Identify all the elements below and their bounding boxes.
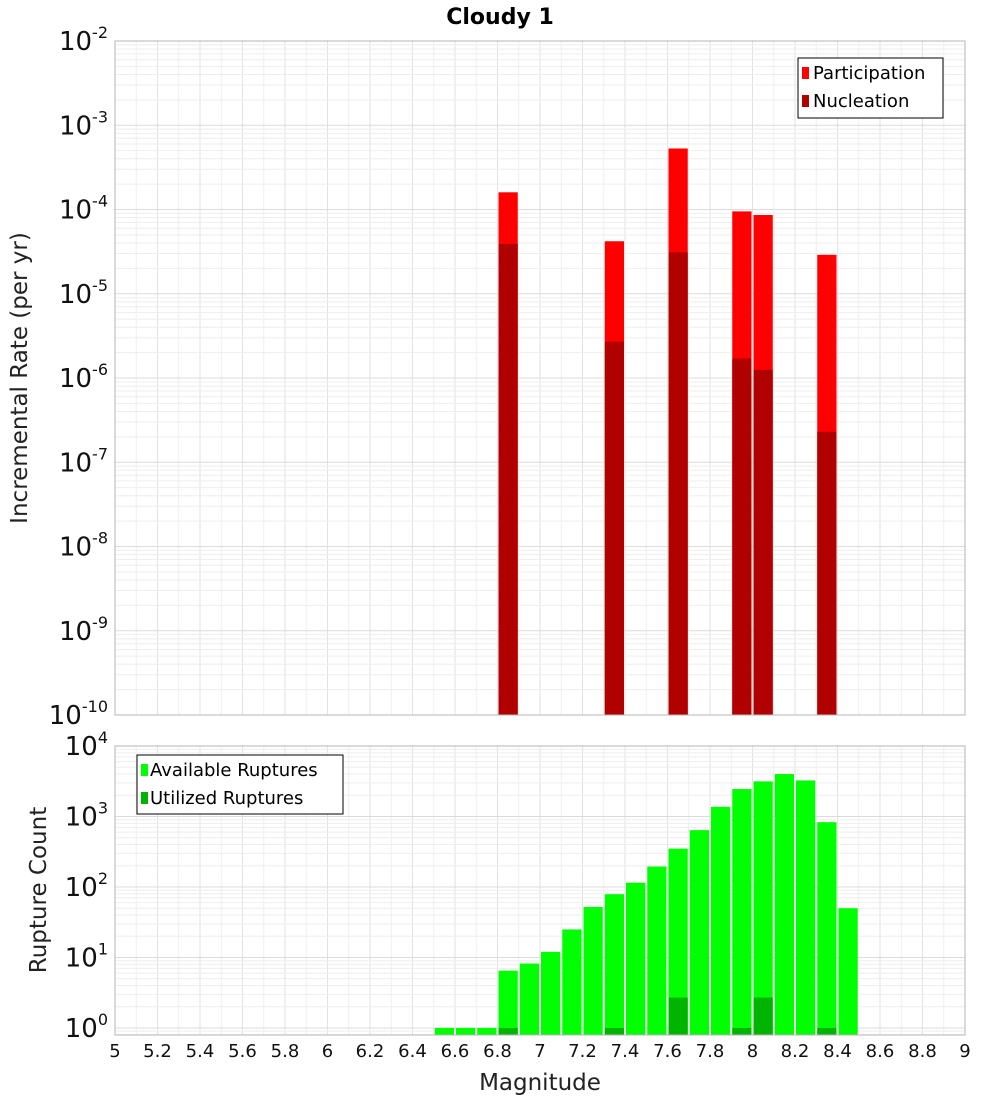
- rupture-bars: [434, 774, 858, 1035]
- rate-y-tick-label: 10-2: [59, 23, 108, 57]
- rate-y-tick-label: 10-9: [59, 613, 108, 647]
- x-tick-label: 7.2: [568, 1041, 597, 1062]
- rupture-y-tick-label: 102: [65, 869, 108, 903]
- nucleation-legend-swatch: [802, 95, 809, 107]
- rupture-bar-available-ruptures: [647, 866, 667, 1035]
- x-tick-label: 7.4: [611, 1041, 640, 1062]
- chart-title: Cloudy 1: [446, 5, 554, 30]
- x-tick-label: 5.4: [186, 1041, 215, 1062]
- rupture-y-tick-label: 104: [65, 728, 108, 762]
- rupture-bar-available-ruptures: [519, 963, 539, 1035]
- rupture-bar-available-ruptures: [838, 908, 858, 1035]
- rupture-y-tick-label: 101: [65, 939, 108, 973]
- rupture-bar-available-ruptures: [541, 951, 561, 1035]
- rupture-bar-available-ruptures: [498, 970, 518, 1035]
- x-tick-label: 7.6: [653, 1041, 682, 1062]
- participation-legend-swatch: [802, 67, 809, 79]
- rupture-bar-available-ruptures: [817, 822, 837, 1035]
- rupture-bar-available-ruptures: [456, 1027, 476, 1035]
- rupture-count-panel: 104 103 102 101 100 5 5.2 5.4 5.6 5.8 6 6.2 6.4 6.6 6…: [26, 728, 971, 1096]
- x-axis-label: Magnitude: [479, 1070, 601, 1096]
- rupture-legend-box: [136, 754, 344, 815]
- x-tick-label: 5.6: [228, 1041, 257, 1062]
- x-tick-label: 6.2: [356, 1041, 385, 1062]
- rate-panel: 10-2 10-3 10-4 10-5 10-6 10-7 10-8 10-9 10-10 In…: [7, 23, 966, 731]
- x-tick-label: 9: [959, 1041, 970, 1062]
- rupture-y-axis-label: Rupture Count: [26, 807, 52, 973]
- rupture-bar-available-ruptures: [711, 806, 731, 1035]
- rate-plot-border: [114, 40, 966, 716]
- rupture-y-tick-label: 100: [65, 1010, 108, 1044]
- rupture-legend: Available Ruptures Utilized Ruptures: [136, 754, 344, 815]
- rate-bar-nucleation: [498, 243, 518, 715]
- rupture-bar-available-ruptures: [583, 906, 603, 1035]
- rupture-bar-utilized-ruptures: [668, 997, 688, 1035]
- rate-y-ticks: 10-2 10-3 10-4 10-5 10-6 10-7 10-8 10-9 10-10: [49, 23, 108, 731]
- rupture-bar-available-ruptures: [753, 781, 773, 1035]
- rupture-bar-available-ruptures: [562, 929, 582, 1035]
- x-tick-label: 8.8: [908, 1041, 937, 1062]
- nucleation-legend-label: Nucleation: [813, 91, 909, 112]
- x-tick-label: 6.6: [441, 1041, 470, 1062]
- rupture-bar-utilized-ruptures: [498, 1027, 518, 1035]
- x-ticks: 5 5.2 5.4 5.6 5.8 6 6.2 6.4 6.6 6.8 7 7.2 7.4 7.6 7.8 8…: [109, 1041, 970, 1062]
- rupture-bar-utilized-ruptures: [604, 1027, 624, 1035]
- available-legend-swatch: [141, 764, 148, 776]
- x-tick-label: 8.2: [781, 1041, 810, 1062]
- rate-bar-nucleation: [668, 252, 688, 715]
- x-tick-label: 6.8: [483, 1041, 512, 1062]
- rate-y-tick-label: 10-6: [59, 360, 108, 394]
- rupture-y-ticks: 104 103 102 101 100: [65, 728, 108, 1044]
- utilized-legend-swatch: [141, 792, 148, 804]
- rate-y-axis-label: Incremental Rate (per yr): [7, 232, 33, 524]
- x-tick-label: 6: [322, 1041, 333, 1062]
- rate-y-tick-label: 10-10: [49, 697, 108, 731]
- x-tick-label: 5.2: [143, 1041, 172, 1062]
- rate-legend-box: [797, 57, 944, 119]
- rate-bars: [498, 148, 837, 716]
- rate-bar-nucleation: [732, 358, 752, 715]
- rate-y-tick-label: 10-8: [59, 529, 108, 563]
- rate-legend: Participation Nucleation: [797, 57, 944, 119]
- rupture-bar-available-ruptures: [626, 882, 646, 1035]
- utilized-legend-label: Utilized Ruptures: [150, 788, 303, 809]
- x-tick-label: 8.6: [866, 1041, 895, 1062]
- rate-y-tick-label: 10-7: [59, 444, 108, 478]
- x-tick-label: 6.4: [398, 1041, 427, 1062]
- rupture-bar-available-ruptures: [477, 1027, 497, 1035]
- rate-bar-nucleation: [753, 369, 773, 715]
- rupture-bar-utilized-ruptures: [732, 1027, 752, 1035]
- x-tick-label: 5.8: [271, 1041, 300, 1062]
- rupture-bar-utilized-ruptures: [817, 1027, 837, 1035]
- rupture-bar-available-ruptures: [668, 848, 688, 1035]
- rupture-bar-available-ruptures: [604, 894, 624, 1035]
- x-tick-label: 8.4: [823, 1041, 852, 1062]
- rupture-bar-available-ruptures: [796, 780, 816, 1035]
- rupture-bar-available-ruptures: [689, 830, 709, 1035]
- x-tick-label: 7.8: [696, 1041, 725, 1062]
- rate-y-tick-label: 10-3: [59, 107, 108, 141]
- rupture-bar-available-ruptures: [774, 774, 794, 1035]
- rate-y-tick-label: 10-5: [59, 276, 108, 310]
- rate-bar-nucleation: [817, 431, 837, 715]
- x-tick-label: 8: [747, 1041, 758, 1062]
- participation-legend-label: Participation: [813, 63, 925, 84]
- rate-grid: [114, 41, 966, 716]
- rupture-bar-available-ruptures: [434, 1027, 454, 1035]
- rate-y-tick-label: 10-4: [59, 192, 108, 226]
- rupture-y-tick-label: 103: [65, 798, 108, 832]
- rate-bar-nucleation: [604, 341, 624, 715]
- rupture-bar-utilized-ruptures: [753, 997, 773, 1035]
- x-tick-label: 7: [534, 1041, 545, 1062]
- rupture-plot-border: [114, 745, 966, 1036]
- x-tick-label: 5: [109, 1041, 120, 1062]
- available-legend-label: Available Ruptures: [150, 760, 318, 781]
- rupture-bar-available-ruptures: [732, 789, 752, 1035]
